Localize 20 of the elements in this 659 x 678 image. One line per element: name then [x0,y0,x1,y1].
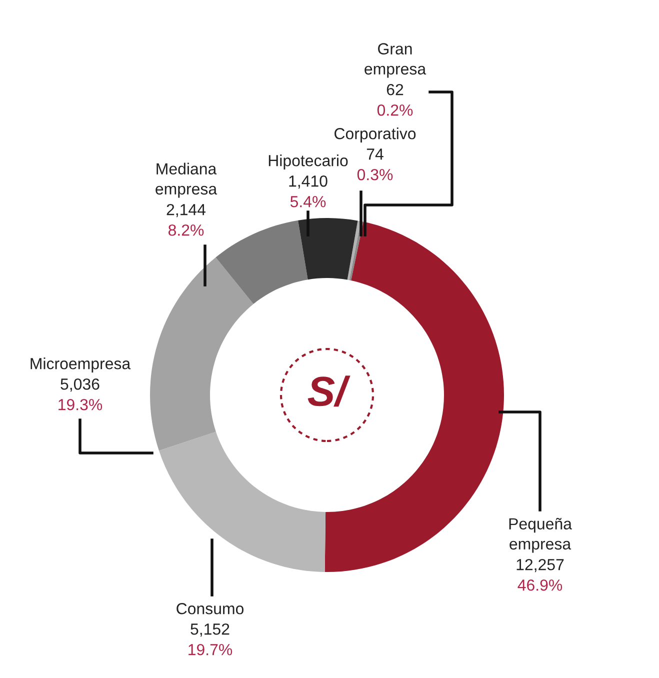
slice-label: Consumo [176,602,244,614]
slice-label: Mediana empresa [156,162,218,198]
data-label: 5,036 19.3% [58,378,102,410]
donut-slice [150,257,254,451]
data-label: 12,257 46.9% [516,558,564,591]
donut-slice [216,220,308,304]
data-label: 2,144 8.2% [166,204,206,236]
slice-label: Hipotecario [268,154,348,170]
data-label: 74 0.3% [357,148,393,180]
slice-label: Corporativo [334,128,416,142]
slice-label: Microempresa [30,358,131,372]
slice-label: Pequeña empresa [509,518,572,553]
data-label: 62 0.2% [377,84,413,116]
donut-slice [347,220,361,280]
slice-label: Gran empresa [364,43,426,78]
donut-slice [298,218,358,280]
text: S/ [308,376,350,407]
data-label: 1,410 5.4% [289,175,328,208]
data-label: 5,152 19.7% [188,623,232,656]
donut-slice [158,432,326,572]
